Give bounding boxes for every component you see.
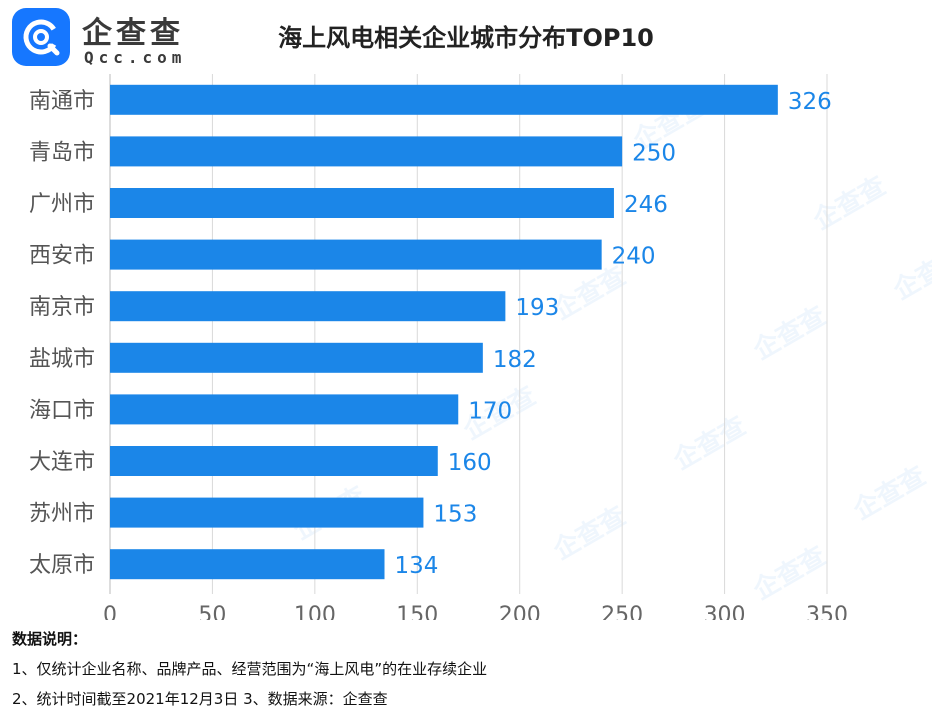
y-category-label: 南通市 [29,89,95,114]
bar [110,394,459,425]
x-tick-label: 50 [198,603,226,620]
x-tick-label: 100 [294,603,336,620]
bar-value-label: 134 [395,553,439,579]
bar-chart: 企查查企查查企查查企查查企查查企查查企查查企查查企查查企查查企查查 050100… [29,74,932,620]
watermark-text: 企查查 [668,410,751,476]
watermark-text: 企查查 [808,170,891,236]
x-tick-label: 300 [704,603,746,620]
x-tick-label: 250 [601,603,643,620]
brand-domain: Qcc.com [84,48,187,67]
bar-value-label: 240 [612,244,656,270]
brand-name: 企查查 [82,16,184,51]
notes-line-2: 2、统计时间截至2021年12月3日 3、数据来源：企查查 [12,690,388,708]
bar-value-label: 250 [632,140,676,166]
bar-value-label: 246 [624,192,668,218]
x-tick-label: 0 [103,603,117,620]
bar [110,446,438,476]
watermark-text: 企查查 [548,500,631,566]
bar [110,136,623,167]
watermark-text: 企查查 [748,540,831,606]
bar-value-label: 182 [493,347,537,373]
watermark-text: 企查查 [888,240,932,306]
y-category-label: 盐城市 [29,347,95,372]
notes-heading: 数据说明： [12,630,88,648]
bar-value-label: 193 [515,295,559,321]
bar [110,291,506,322]
x-tick-label: 150 [396,603,438,620]
bars-layer [110,84,778,580]
y-category-label: 海口市 [29,398,95,423]
bar-value-label: 160 [448,450,492,476]
y-category-label: 南京市 [29,295,95,320]
y-category-label: 太原市 [29,553,95,578]
y-category-label: 苏州市 [29,502,95,527]
bar [110,188,614,218]
bar [110,84,778,115]
watermark-text: 企查查 [848,460,931,526]
y-category-label: 青岛市 [29,140,95,165]
bar [110,239,602,270]
notes: 数据说明： 1、仅统计企业名称、品牌产品、经营范围为“海上风电”的在业存续企业 … [12,624,487,714]
y-category-label: 西安市 [29,244,95,269]
notes-line-1: 1、仅统计企业名称、品牌产品、经营范围为“海上风电”的在业存续企业 [12,660,488,678]
bar-value-label: 153 [433,502,477,528]
bar [110,497,424,528]
watermark-text: 企查查 [548,260,631,326]
y-category-label: 大连市 [29,450,95,475]
qcc-logo-icon [12,8,70,66]
x-tick-label: 350 [806,603,848,620]
watermark-text: 企查查 [748,300,831,366]
bar-value-label: 170 [468,398,512,424]
qcc-logo: 企查查 Qcc.com [12,8,212,70]
bar-value-label: 326 [788,89,832,115]
x-tick-label: 200 [499,603,541,620]
y-category-label: 广州市 [29,192,95,217]
bar [110,549,385,580]
labels-layer: 0 50 100 150 200 250 300 350 南通市 326 青岛市 250 广州市 246 西… [29,89,848,620]
chart-title: 海上风电相关企业城市分布TOP10 [278,24,654,52]
bar [110,342,483,373]
